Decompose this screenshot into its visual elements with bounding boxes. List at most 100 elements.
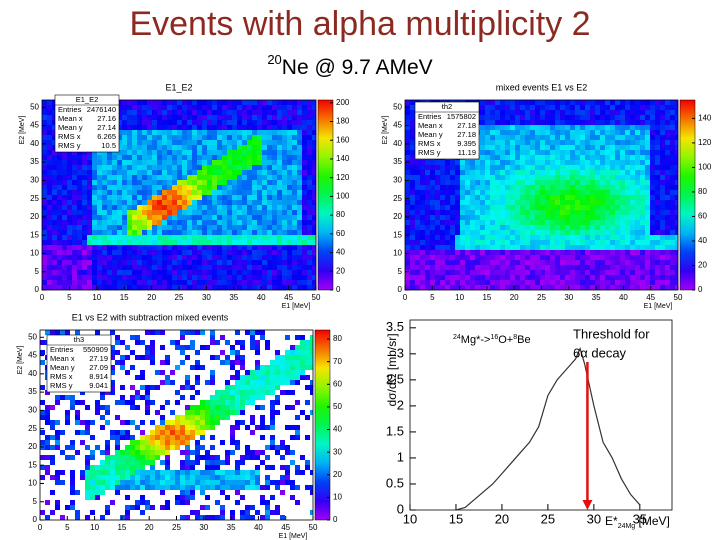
heatmap-cell: [665, 170, 670, 175]
heatmap-cell: [102, 210, 107, 215]
heatmap-cell: [615, 285, 620, 290]
heatmap-cell: [167, 235, 172, 240]
heatmap-cell: [540, 105, 545, 110]
heatmap-cell: [190, 330, 195, 335]
heatmap-cell: [272, 215, 277, 220]
heatmap-cell: [117, 145, 122, 150]
heatmap-cell: [87, 270, 92, 275]
heatmap-cell: [242, 215, 247, 220]
heatmap-cell: [535, 120, 540, 125]
heatmap-cell: [490, 235, 495, 240]
heatmap-cell: [52, 125, 57, 130]
heatmap-cell: [615, 140, 620, 145]
heatmap-cell: [187, 150, 192, 155]
heatmap-cell: [267, 155, 272, 160]
heatmap-cell: [200, 410, 205, 415]
heatmap-cell: [282, 235, 287, 240]
heatmap-cell: [580, 240, 585, 245]
heatmap-cell: [640, 125, 645, 130]
heatmap-cell: [112, 205, 117, 210]
heatmap-cell: [405, 265, 410, 270]
heatmap-cell: [227, 200, 232, 205]
heatmap-cell: [670, 230, 675, 235]
heatmap-cell: [257, 220, 262, 225]
heatmap-cell: [490, 220, 495, 225]
heatmap-cell: [640, 180, 645, 185]
heatmap-cell: [182, 210, 187, 215]
heatmap-cell: [120, 395, 125, 400]
heatmap-cell: [192, 210, 197, 215]
heatmap-cell: [90, 470, 95, 475]
heatmap-cell: [177, 125, 182, 130]
heatmap-cell: [152, 210, 157, 215]
heatmap-cell: [52, 220, 57, 225]
heatmap-cell: [485, 100, 490, 105]
heatmap-cell: [92, 235, 97, 240]
heatmap-cell: [420, 235, 425, 240]
heatmap-cell: [70, 470, 75, 475]
heatmap-cell: [167, 260, 172, 265]
heatmap-cell: [62, 255, 67, 260]
heatmap-cell: [615, 225, 620, 230]
heatmap-cell: [625, 205, 630, 210]
heatmap-cell: [480, 245, 485, 250]
heatmap-cell: [282, 225, 287, 230]
heatmap-cell: [162, 115, 167, 120]
heatmap-cell: [42, 195, 47, 200]
heatmap-cell: [540, 215, 545, 220]
heatmap-cell: [480, 125, 485, 130]
heatmap-cell: [147, 130, 152, 135]
heatmap-cell: [655, 160, 660, 165]
heatmap-cell: [62, 220, 67, 225]
heatmap-cell: [185, 500, 190, 505]
heatmap-cell: [152, 145, 157, 150]
heatmap-cell: [227, 130, 232, 135]
heatmap-cell: [405, 190, 410, 195]
heatmap-cell: [675, 100, 678, 105]
heatmap-cell: [495, 125, 500, 130]
heatmap-cell: [167, 130, 172, 135]
heatmap-cell: [640, 120, 645, 125]
heatmap-cell: [185, 425, 190, 430]
heatmap-cell: [167, 140, 172, 145]
heatmap-cell: [197, 285, 202, 290]
heatmap-cell: [132, 205, 137, 210]
heatmap-cell: [145, 330, 150, 335]
heatmap-cell: [252, 230, 257, 235]
heatmap-cell: [535, 240, 540, 245]
heatmap-cell: [97, 200, 102, 205]
heatmap-cell: [535, 110, 540, 115]
heatmap-cell: [197, 215, 202, 220]
heatmap-cell: [197, 265, 202, 270]
heatmap-cell: [222, 180, 227, 185]
heatmap-cell: [660, 180, 665, 185]
heatmap-cell: [232, 285, 237, 290]
heatmap-cell: [485, 125, 490, 130]
heatmap-cell: [160, 345, 165, 350]
heatmap-cell: [307, 160, 312, 165]
heatmap-cell: [430, 165, 435, 170]
heatmap-cell: [610, 105, 615, 110]
heatmap-cell: [292, 245, 297, 250]
heatmap-cell: [207, 155, 212, 160]
heatmap-cell: [655, 110, 660, 115]
heatmap-cell: [292, 115, 297, 120]
heatmap-cell: [660, 115, 665, 120]
heatmap-cell: [495, 225, 500, 230]
heatmap-cell: [555, 265, 560, 270]
stats-value: 27.18: [457, 130, 476, 139]
heatmap-cell: [197, 105, 202, 110]
heatmap-cell: [272, 100, 277, 105]
heatmap-cell: [600, 255, 605, 260]
heatmap-cell: [242, 150, 247, 155]
heatmap-cell: [297, 140, 302, 145]
heatmap-cell: [670, 140, 675, 145]
heatmap-cell: [212, 125, 217, 130]
heatmap-cell: [302, 250, 307, 255]
heatmap-cell: [55, 500, 60, 505]
heatmap-cell: [262, 215, 267, 220]
stats-label: Entries: [418, 112, 442, 121]
heatmap-cell: [232, 145, 237, 150]
heatmap-cell: [262, 265, 267, 270]
heatmap-cell: [307, 140, 312, 145]
